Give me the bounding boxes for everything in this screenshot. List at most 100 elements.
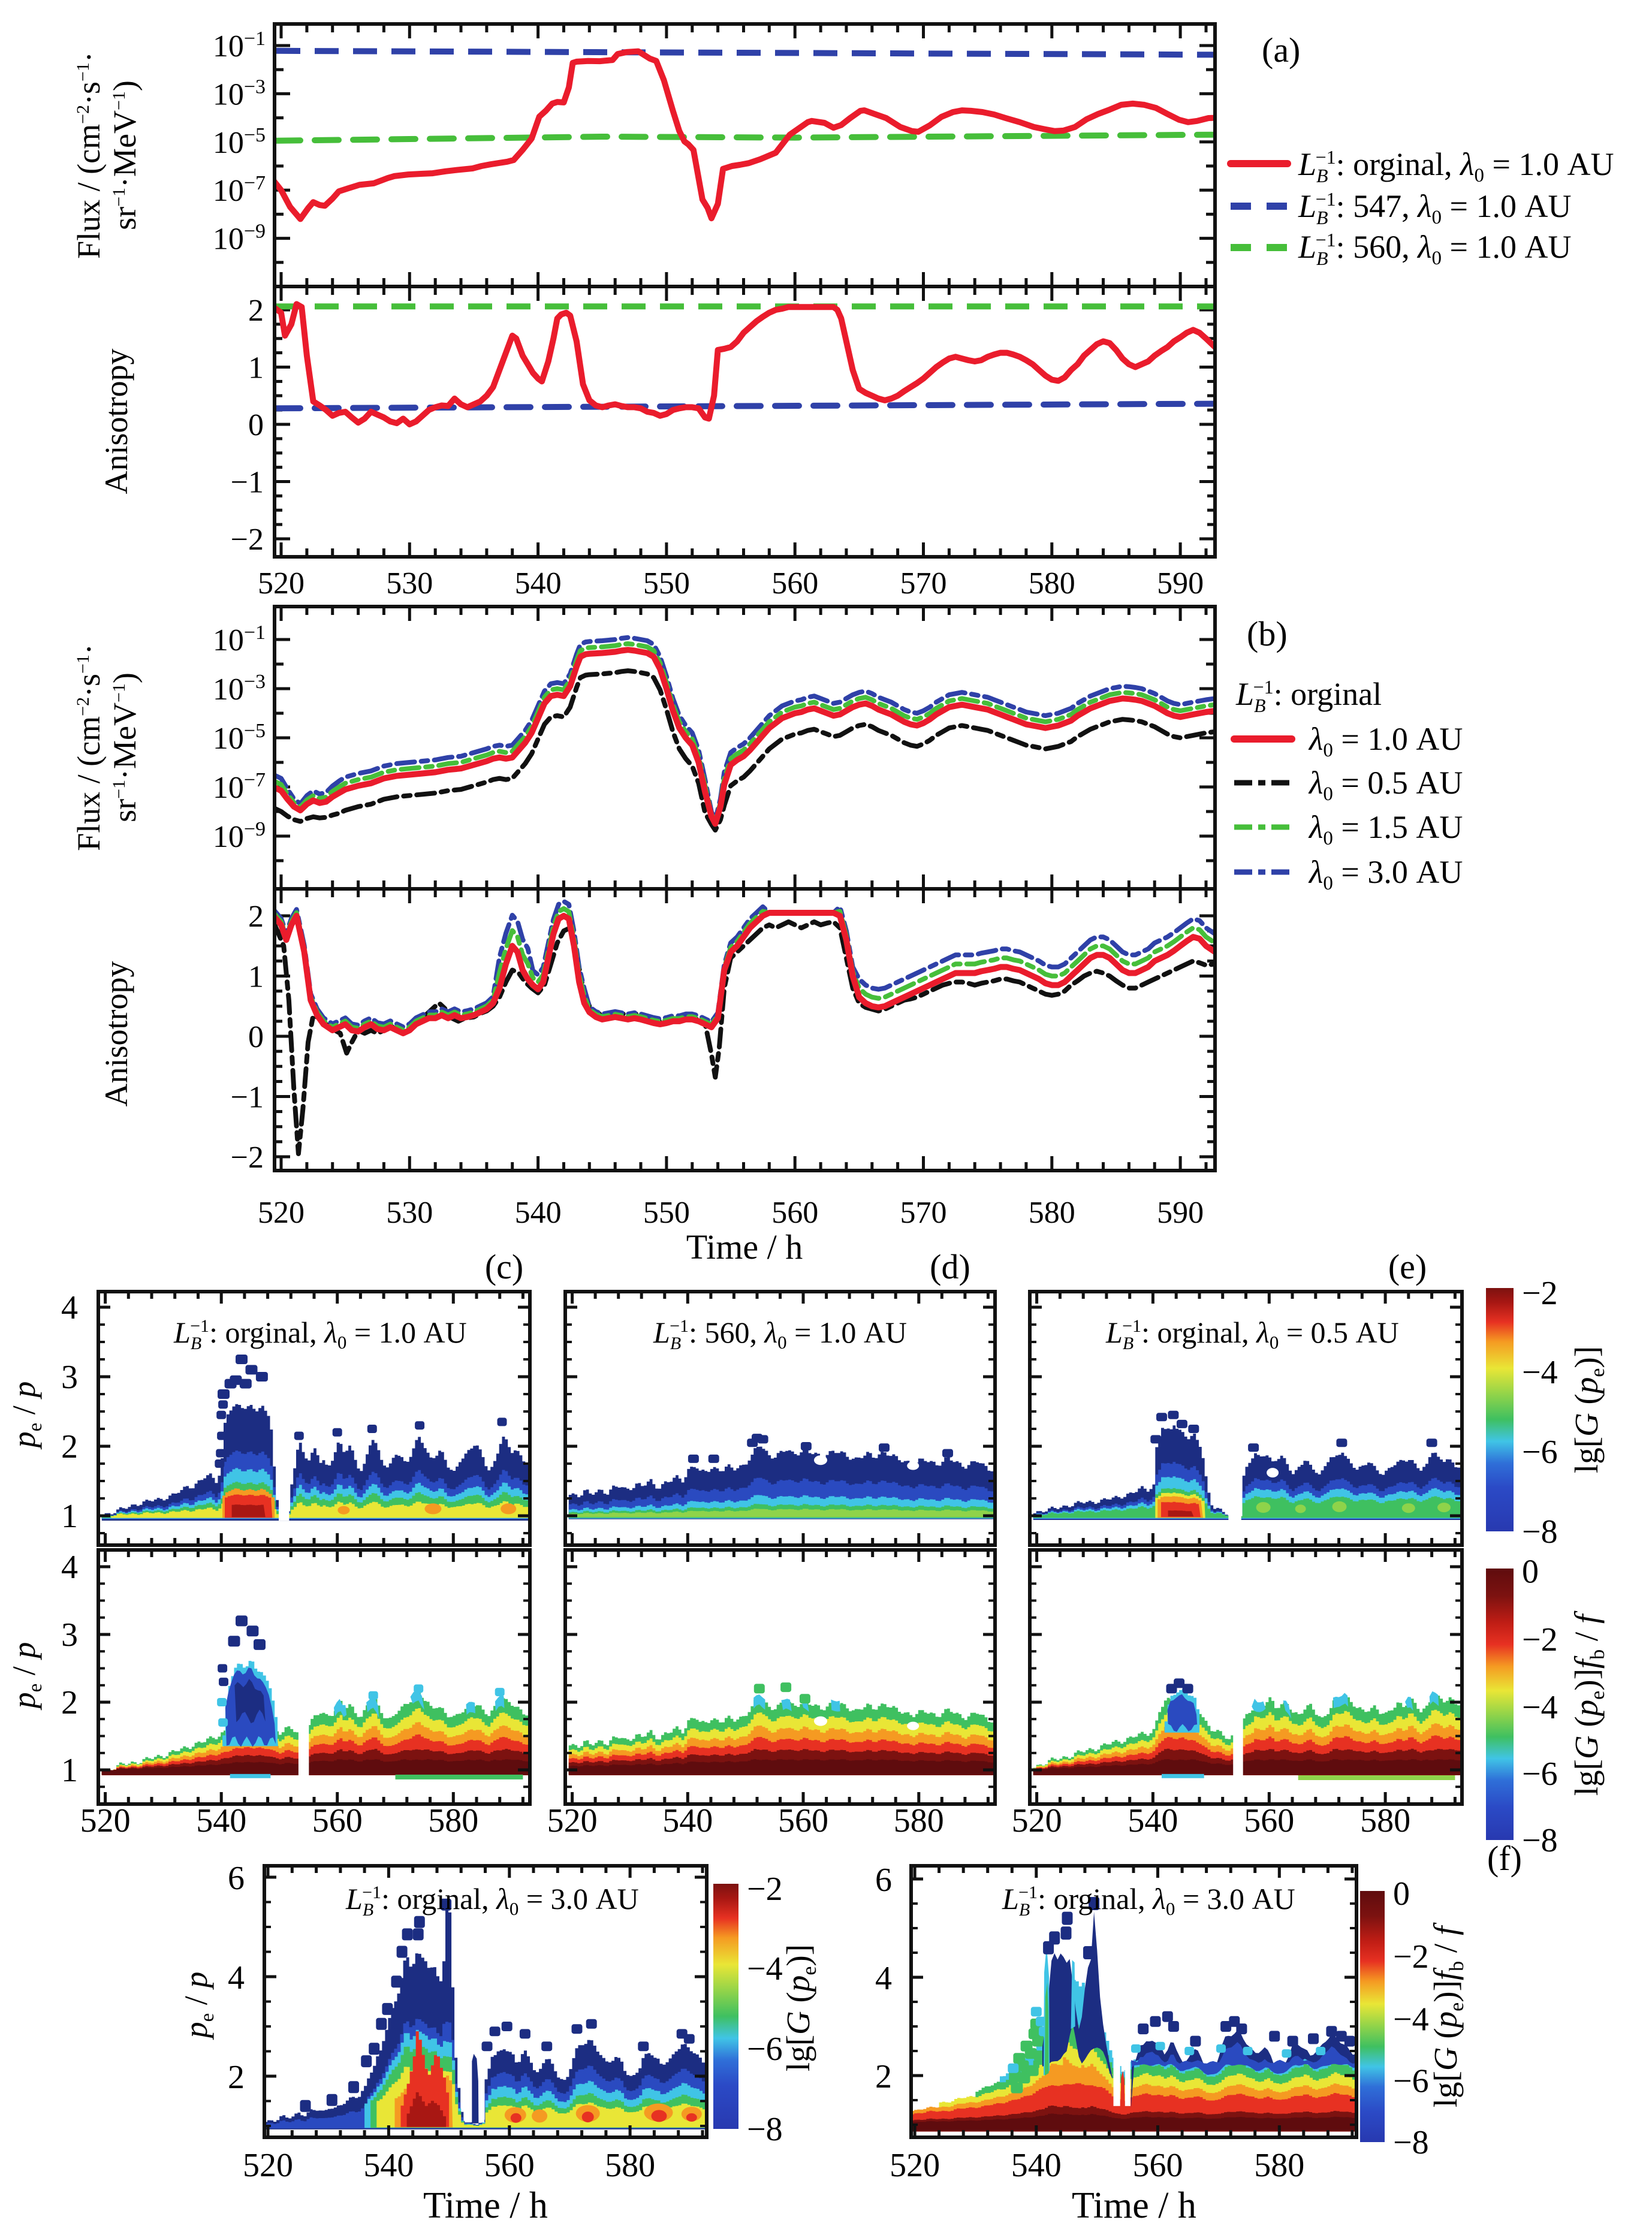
svg-text:10−1: 10−1 [213,28,266,64]
svg-text:−2: −2 [747,1871,783,1908]
svg-text:2: 2 [875,2058,892,2095]
svg-text:10−3: 10−3 [213,76,266,111]
svg-text:0: 0 [248,408,264,442]
svg-text:(d): (d) [930,1247,970,1286]
svg-text:540: 540 [515,1196,562,1230]
svg-text:590: 590 [1157,1196,1204,1230]
svg-text:2: 2 [61,1684,78,1721]
svg-text:530: 530 [386,1196,433,1230]
svg-text:−2: −2 [1393,1938,1429,1975]
svg-text:Flux / (cm−2​·s−1​·: Flux / (cm−2​·s−1​· [71,52,107,259]
svg-text:pe​ / p: pe​ / p [6,1382,46,1450]
svg-text:Time / h: Time / h [686,1227,803,1266]
svg-text:560: 560 [312,1802,363,1839]
svg-text:2: 2 [61,1428,78,1465]
svg-text:580: 580 [894,1802,944,1839]
svg-text:4: 4 [61,1549,78,1586]
svg-text:0: 0 [1522,1554,1539,1591]
svg-text:lg[G (pe​)]fb​ / f: lg[G (pe​)]fb​ / f [1427,1922,1468,2107]
svg-text:540: 540 [363,2147,414,2184]
svg-text:−6: −6 [747,2031,783,2068]
svg-text:−4: −4 [1393,2001,1429,2038]
svg-text:−2: −2 [1522,1275,1558,1312]
svg-text:lg[G (pe​)]: lg[G (pe​)] [780,1944,821,2071]
svg-text:520: 520 [243,2147,293,2184]
svg-text:540: 540 [196,1802,246,1839]
svg-text:520: 520 [80,1802,131,1839]
svg-text:LB−1: orginal, λ0​ = 0.5 AU: LB−1: orginal, λ0​ = 0.5 AU [1105,1316,1399,1353]
svg-text:580: 580 [1029,1196,1075,1230]
svg-text:−2: −2 [1522,1621,1558,1658]
svg-text:520: 520 [258,566,305,601]
svg-text:2: 2 [248,294,264,328]
svg-text:3: 3 [61,1616,78,1654]
svg-text:LB−1: 547, λ0​ = 1.0 AU: LB−1: 547, λ0​ = 1.0 AU [1298,188,1572,228]
svg-text:−4: −4 [1522,1354,1558,1391]
svg-text:−1: −1 [231,1081,264,1115]
svg-text:560: 560 [771,566,818,601]
svg-text:540: 540 [515,566,562,601]
svg-text:1: 1 [61,1498,78,1535]
svg-text:560: 560 [484,2147,535,2184]
svg-text:−6: −6 [1522,1434,1558,1471]
svg-text:550: 550 [643,1196,690,1230]
svg-text:LB−1: orginal, λ0​ = 3.0 AU: LB−1: orginal, λ0​ = 3.0 AU [1002,1882,1295,1920]
svg-text:4: 4 [875,1960,892,1997]
svg-text:580: 580 [1360,1802,1410,1839]
svg-text:Flux / (cm−2​·s−1​·: Flux / (cm−2​·s−1​· [71,644,107,851]
svg-text:−2: −2 [231,523,264,557]
svg-text:Anisotropy: Anisotropy [98,349,134,494]
svg-text:520: 520 [258,1196,305,1230]
svg-text:−4: −4 [1522,1689,1558,1726]
svg-text:590: 590 [1157,566,1204,601]
svg-text:3: 3 [61,1359,78,1396]
svg-text:2: 2 [248,900,264,934]
svg-text:λ0​ = 1.5 AU: λ0​ = 1.5 AU [1308,809,1463,849]
svg-text:(e): (e) [1388,1247,1427,1286]
svg-text:pe​ / p: pe​ / p [178,1972,218,2041]
svg-text:LB−1: orginal, λ0​ = 1.0 AU: LB−1: orginal, λ0​ = 1.0 AU [173,1316,467,1353]
svg-text:570: 570 [900,566,947,601]
svg-text:LB−1: orginal: LB−1: orginal [1235,676,1382,716]
svg-text:lg[G (pe​)]fb​ / f: lg[G (pe​)]fb​ / f [1568,1610,1609,1796]
svg-text:580: 580 [1254,2147,1304,2184]
svg-text:4: 4 [228,1959,245,1996]
svg-text:550: 550 [643,566,690,601]
svg-text:λ0​ = 3.0 AU: λ0​ = 3.0 AU [1308,854,1463,894]
svg-text:10−5: 10−5 [213,124,266,160]
svg-text:−2: −2 [231,1141,264,1175]
svg-text:−8: −8 [1393,2124,1429,2161]
svg-text:−8: −8 [747,2111,783,2148]
svg-text:1: 1 [248,351,264,385]
svg-text:(a): (a) [1262,31,1300,70]
svg-text:580: 580 [1029,566,1075,601]
svg-text:λ0​ = 0.5 AU: λ0​ = 0.5 AU [1308,765,1463,805]
svg-text:(f): (f) [1487,1839,1522,1878]
svg-text:520: 520 [890,2147,940,2184]
svg-text:6: 6 [228,1860,245,1897]
svg-text:LB−1: 560, λ0​ = 1.0 AU: LB−1: 560, λ0​ = 1.0 AU [653,1316,907,1353]
svg-text:(b): (b) [1247,614,1288,653]
svg-text:LB−1: orginal, λ0​ = 3.0 AU: LB−1: orginal, λ0​ = 3.0 AU [345,1882,639,1920]
svg-text:1: 1 [248,960,264,994]
svg-text:−6: −6 [1522,1756,1558,1793]
svg-text:λ0​ = 1.0 AU: λ0​ = 1.0 AU [1308,721,1463,761]
svg-text:2: 2 [228,2059,245,2096]
svg-text:LB−1: 560, λ0​ = 1.0 AU: LB−1: 560, λ0​ = 1.0 AU [1298,229,1572,269]
svg-text:560: 560 [1133,2147,1183,2184]
svg-text:LB−1: orginal, λ0​ = 1.0 AU: LB−1: orginal, λ0​ = 1.0 AU [1298,146,1614,186]
svg-text:−8: −8 [1522,1513,1558,1551]
svg-text:−1: −1 [231,466,264,500]
svg-text:pe​ / p: pe​ / p [6,1642,46,1711]
svg-text:570: 570 [900,1196,947,1230]
svg-text:0: 0 [1393,1875,1410,1913]
svg-text:4: 4 [61,1289,78,1326]
svg-text:−8: −8 [1522,1822,1558,1859]
svg-text:Time / h: Time / h [423,2185,548,2226]
svg-text:Time / h: Time / h [1072,2185,1196,2226]
svg-text:−4: −4 [747,1950,783,1987]
svg-text:lg[G (pe​)]: lg[G (pe​)] [1568,1346,1609,1473]
svg-text:520: 520 [1012,1802,1062,1839]
svg-text:0: 0 [248,1020,264,1054]
svg-text:530: 530 [386,566,433,601]
